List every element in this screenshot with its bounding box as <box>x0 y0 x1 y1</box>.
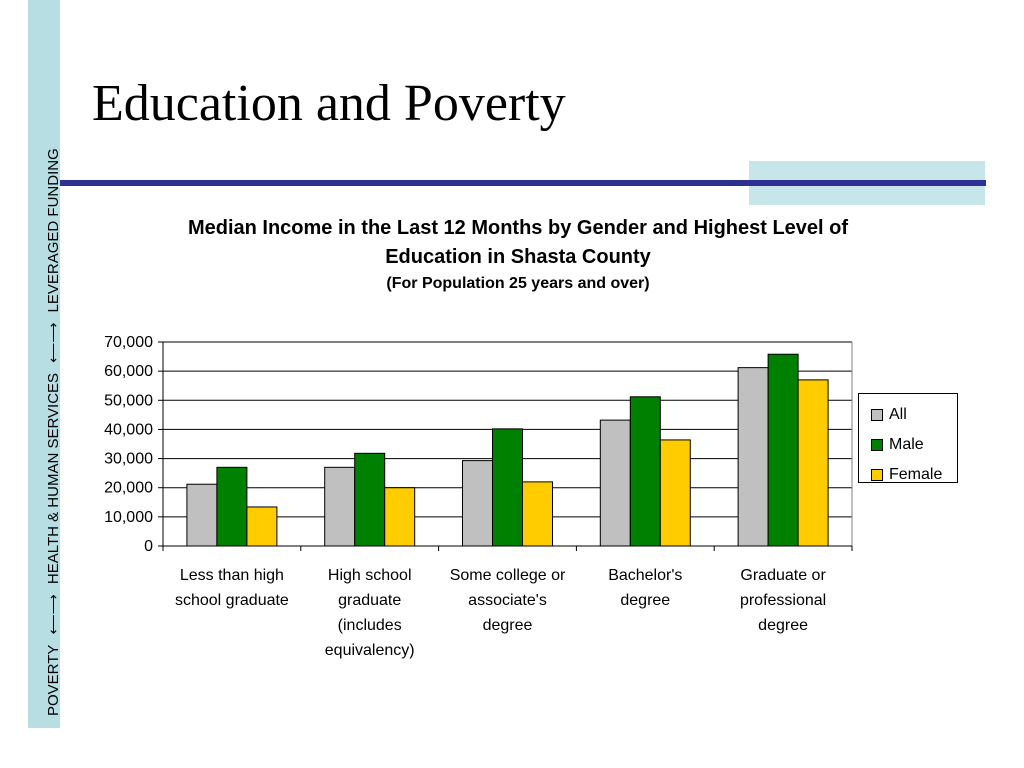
y-tick-label: 40,000 <box>104 421 153 438</box>
title-rule <box>60 180 986 186</box>
x-category-label: Graduate or professional degree <box>740 567 827 634</box>
bar-male <box>767 353 799 547</box>
legend-label: All <box>889 406 907 423</box>
bar-female <box>384 487 416 547</box>
bar-male <box>216 466 248 547</box>
slide-title: Education and Poverty <box>92 75 566 132</box>
y-tick-label: 10,000 <box>104 509 153 526</box>
y-tick-label: 20,000 <box>104 480 153 497</box>
y-tick-label: 50,000 <box>104 392 153 409</box>
legend-item-male: Male <box>871 430 957 460</box>
y-tick-label: 30,000 <box>104 451 153 468</box>
chart-title: Median Income in the Last 12 Months by G… <box>187 217 849 268</box>
legend-swatch <box>871 469 883 481</box>
y-tick-label: 0 <box>144 538 153 555</box>
side-band <box>28 0 60 728</box>
x-category-label: Less than high school graduate <box>175 567 289 609</box>
bar-male <box>354 452 386 547</box>
legend-item-all: All <box>871 400 957 430</box>
y-tick-label: 60,000 <box>104 363 153 380</box>
y-tick-label: 70,000 <box>104 334 153 351</box>
bar-male <box>629 396 661 547</box>
bar-female <box>522 481 553 547</box>
legend-swatch <box>871 439 883 451</box>
bar-all <box>599 419 631 547</box>
bar-all <box>462 460 493 547</box>
bar-all <box>186 483 218 547</box>
chart-legend: All Male Female <box>858 393 958 483</box>
x-category-label: High school graduate (includes equivalency) <box>325 567 415 659</box>
legend-swatch <box>871 409 883 421</box>
x-category-label: Some college or associate's degree <box>450 567 566 634</box>
chart-subtitle: (For Population 25 years and over) <box>386 275 650 292</box>
x-category-label: Bachelor's degree <box>608 567 682 609</box>
chart-title-block: Median Income in the Last 12 Months by G… <box>150 214 886 296</box>
bar-female <box>246 506 278 547</box>
bar-all <box>737 367 769 547</box>
legend-label: Female <box>889 466 943 483</box>
bar-male <box>492 428 523 547</box>
bar-female <box>797 379 829 547</box>
bar-female <box>659 439 691 547</box>
legend-label: Male <box>889 436 924 453</box>
bar-all <box>324 466 356 547</box>
legend-item-female: Female <box>871 460 957 490</box>
